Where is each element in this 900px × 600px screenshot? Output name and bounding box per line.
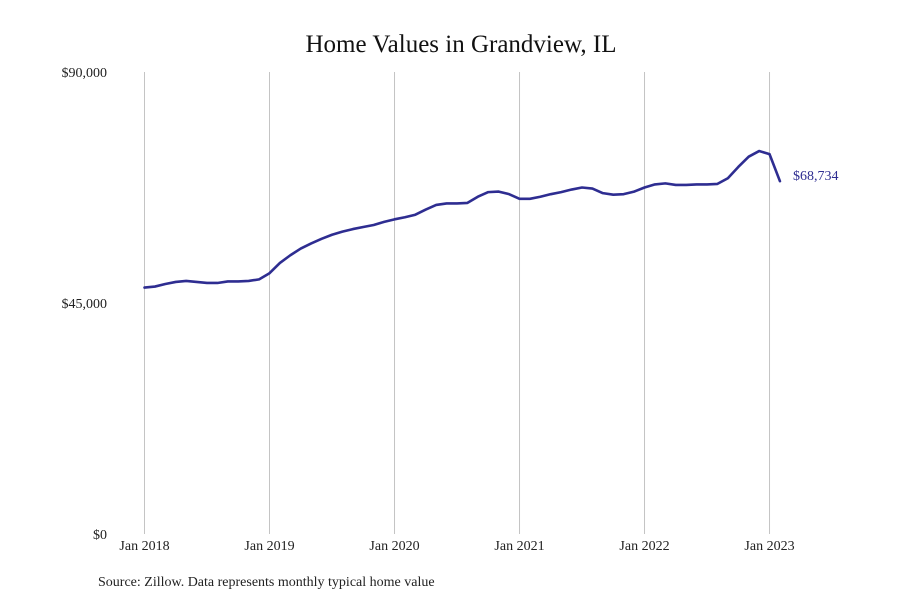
y-tick-label: $45,000	[62, 297, 108, 312]
x-tick-label: Jan 2018	[119, 539, 169, 554]
x-tick-label: Jan 2020	[369, 539, 419, 554]
y-tick-label: $90,000	[62, 66, 108, 81]
y-axis-tick-labels: $0 $45,000 $90,000	[62, 66, 108, 543]
y-tick-label: $0	[93, 528, 107, 543]
x-tick-label: Jan 2022	[619, 539, 669, 554]
x-axis-tick-labels: Jan 2018 Jan 2019 Jan 2020 Jan 2021 Jan 2022…	[119, 539, 794, 554]
gridlines	[144, 72, 771, 534]
series-line-0	[143, 149, 782, 289]
chart-title: Home Values in Grandview, IL	[305, 31, 616, 58]
x-tick-label: Jan 2021	[494, 539, 544, 554]
series-layer	[143, 149, 782, 289]
last-value-label: $68,734	[793, 169, 839, 184]
x-tick-label: Jan 2023	[744, 539, 794, 554]
source-note: Source: Zillow. Data represents monthly …	[98, 575, 435, 590]
x-tick-label: Jan 2019	[244, 539, 294, 554]
